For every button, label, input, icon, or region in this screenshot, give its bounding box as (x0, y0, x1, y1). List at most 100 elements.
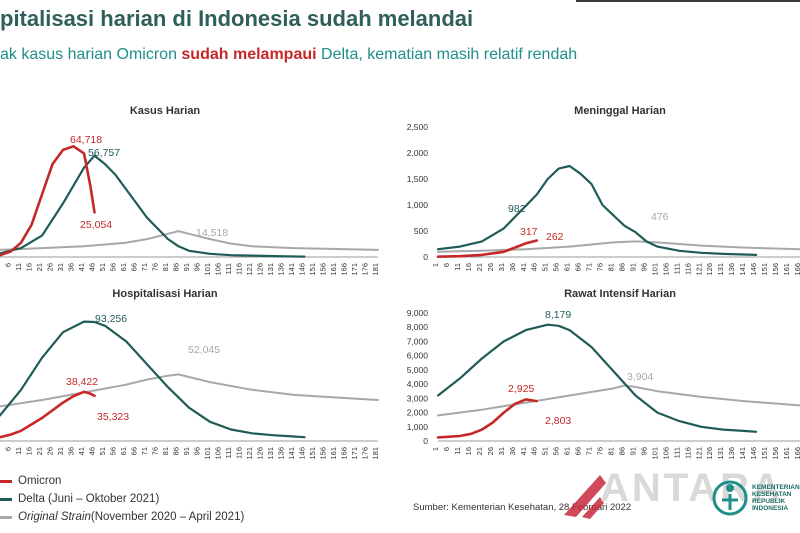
x-tick-label: 146 (298, 447, 307, 460)
x-tick-label: 51 (541, 263, 550, 271)
x-tick-label: 171 (350, 263, 359, 276)
x-tick-label: 166 (340, 263, 349, 276)
x-tick-label: 76 (596, 263, 605, 271)
x-tick-label: 131 (266, 263, 275, 276)
series-line-delta (436, 323, 758, 433)
kemenkes-line-4: INDONESIA (752, 505, 789, 512)
x-tick-label: 81 (607, 263, 616, 271)
x-tick-label: 61 (563, 447, 572, 455)
y-tick-label: 9,000 (407, 308, 429, 318)
x-tick-label: 16 (464, 263, 473, 271)
x-tick-label: 101 (203, 263, 212, 276)
x-tick-label: 66 (130, 263, 139, 271)
x-tick-label: 136 (277, 263, 286, 276)
x-tick-label: 126 (705, 447, 714, 460)
x-tick-label: 11 (14, 263, 23, 271)
x-tick-label: 56 (109, 263, 118, 271)
series-line-original (437, 384, 800, 417)
x-tick-label: 136 (277, 447, 286, 460)
x-tick-label: 121 (694, 447, 703, 460)
data-label: 14,518 (196, 227, 228, 239)
x-tick-label: 156 (771, 447, 780, 460)
x-tick-label: 71 (585, 263, 594, 271)
x-tick-label: 131 (266, 447, 275, 460)
x-tick-label: 161 (329, 447, 338, 460)
series-line-delta (436, 164, 758, 256)
x-tick-label: 121 (245, 447, 254, 460)
x-tick-label: 116 (235, 447, 244, 459)
x-tick-label: 51 (541, 447, 550, 455)
x-tick-label: 96 (193, 263, 202, 271)
x-tick-label: 6 (4, 263, 13, 267)
x-tick-label: 41 (519, 447, 528, 455)
legend-label-delta: Delta (Juni – Oktober 2021) (18, 493, 160, 505)
x-tick-label: 86 (172, 447, 181, 455)
x-tick-label: 116 (683, 263, 692, 275)
x-tick-label: 26 (486, 263, 495, 271)
x-tick-label: 36 (67, 447, 76, 455)
y-tick-label: 5,000 (407, 365, 429, 375)
x-tick-label: 141 (287, 447, 296, 460)
x-tick-label: 131 (716, 447, 725, 460)
x-tick-label: 66 (574, 447, 583, 455)
x-tick-label: 176 (361, 263, 370, 276)
kemenkes-logo-icon (712, 480, 748, 516)
x-tick-label: 76 (151, 263, 160, 271)
y-tick-label: 0 (423, 252, 428, 262)
x-tick-label: 181 (371, 447, 380, 460)
x-tick-label: 96 (639, 263, 648, 271)
series-line-delta (0, 320, 306, 439)
x-tick-label: 146 (298, 263, 307, 276)
x-tick-label: 46 (530, 447, 539, 455)
x-tick-label: 151 (308, 263, 317, 276)
x-tick-label: 91 (182, 447, 191, 455)
data-label: 2,803 (545, 415, 571, 427)
y-tick-label: 0 (423, 436, 428, 446)
subtitle-highlight: sudah melampaui (181, 46, 317, 63)
x-tick-label: 101 (650, 447, 659, 460)
data-label: 2,925 (508, 383, 534, 395)
series-line-omicron (0, 390, 96, 439)
x-tick-label: 156 (319, 447, 328, 460)
watermark-brand: ANTARA (600, 466, 784, 510)
x-tick-label: 11 (453, 263, 462, 271)
x-tick-label: 101 (650, 263, 659, 276)
x-tick-label: 16 (25, 447, 34, 455)
x-tick-label: 26 (486, 447, 495, 455)
x-tick-label: 66 (574, 263, 583, 271)
kemenkes-line-1: KEMENTERIAN (752, 484, 800, 491)
data-label: 56,757 (88, 147, 120, 159)
x-tick-label: 41 (519, 263, 528, 271)
series-line-original (0, 230, 379, 251)
x-tick-label: 176 (361, 447, 370, 460)
x-tick-label: 96 (639, 447, 648, 455)
x-tick-label: 21 (475, 263, 484, 271)
legend-swatch-original (0, 515, 12, 519)
x-tick-label: 106 (661, 263, 670, 276)
x-tick-label: 181 (371, 263, 380, 276)
x-tick-label: 81 (607, 447, 616, 455)
x-tick-label: 91 (628, 263, 637, 271)
x-tick-label: 46 (530, 263, 539, 271)
data-label: 476 (651, 211, 669, 223)
x-tick-label: 96 (193, 447, 202, 455)
x-tick-label: 66 (130, 447, 139, 455)
x-tick-label: 56 (552, 263, 561, 271)
x-tick-label: 146 (749, 447, 758, 460)
x-tick-label: 91 (628, 447, 637, 455)
y-tick-label: 2,500 (407, 122, 429, 132)
legend-item-original: Original Strain (November 2020 – April 2… (0, 508, 244, 526)
data-label: 38,422 (66, 376, 98, 388)
x-tick-label: 111 (224, 447, 233, 458)
x-tick-label: 91 (182, 263, 191, 271)
x-tick-label: 76 (596, 447, 605, 455)
x-tick-label: 11 (453, 447, 462, 455)
x-tick-label: 161 (782, 263, 791, 276)
x-tick-label: 61 (563, 263, 572, 271)
x-tick-label: 11 (14, 447, 23, 455)
x-tick-label: 21 (35, 447, 44, 455)
x-tick-label: 106 (214, 263, 223, 276)
x-tick-label: 36 (508, 263, 517, 271)
y-tick-label: 4,000 (407, 379, 429, 389)
